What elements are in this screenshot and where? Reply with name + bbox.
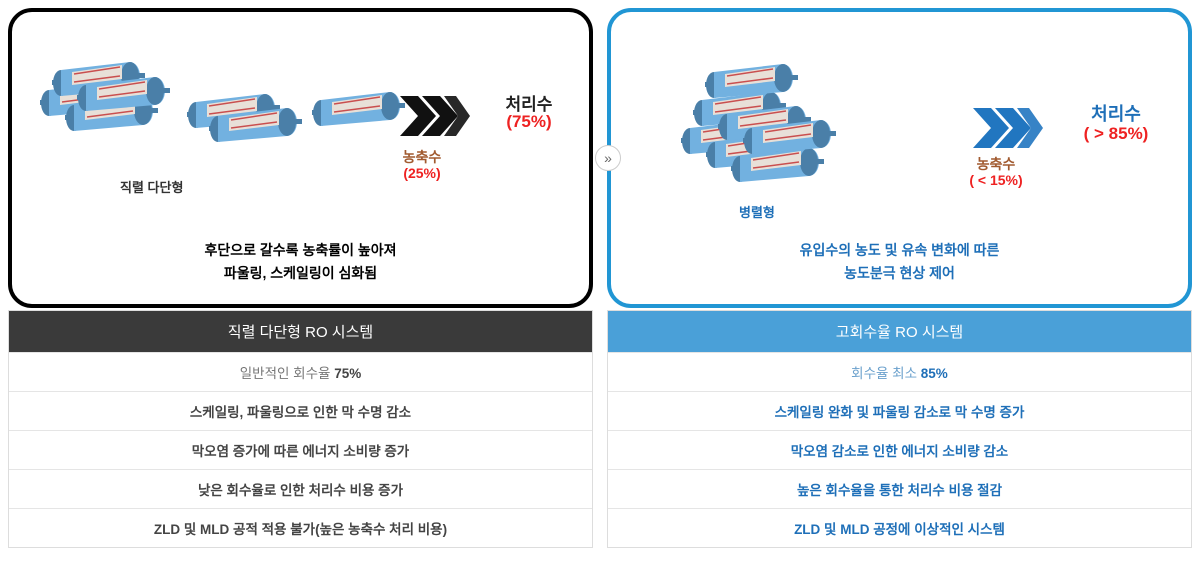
left-diagram: 직렬 다단형 농축수 (25%) 처리수 (75%) 후단으로 갈수록 농축률이… (8, 8, 593, 308)
table-row: 막오염 감소로 인한 에너지 소비량 감소 (608, 430, 1191, 469)
right-diagram: 병렬형 농축수 ( < 15%) 처리수 ( > 85%) 유입수의 농도 및 … (607, 8, 1192, 308)
table-row: ZLD 및 MLD 공정에 이상적인 시스템 (608, 508, 1191, 547)
table-row: 낮은 회수율로 인한 처리수 비용 증가 (9, 469, 592, 508)
permeate-label-right: 처리수 (1071, 100, 1161, 126)
desc-right: 유입수의 농도 및 유속 변화에 따른 농도분극 현상 제어 (611, 239, 1188, 284)
desc-left: 후단으로 갈수록 농축률이 높아져 파울링, 스케일링이 심화됨 (12, 239, 589, 284)
table-row: 스케일링, 파울링으로 인한 막 수명 감소 (9, 391, 592, 430)
arrow-chevrons-left (400, 96, 470, 136)
desc-left-line1: 후단으로 갈수록 농축률이 높아져 (12, 239, 589, 261)
transition-arrow: » (595, 145, 621, 171)
concentrate-label-left: 농축수 (392, 147, 452, 167)
desc-right-line1: 유입수의 농도 및 유속 변화에 따른 (611, 239, 1188, 261)
left-table: 직렬 다단형 RO 시스템 일반적인 회수율 75% 스케일링, 파울링으로 인… (8, 310, 593, 548)
table-row: 일반적인 회수율 75% (9, 352, 592, 391)
permeate-value-left: (75%) (494, 112, 564, 132)
desc-right-line2: 농도분극 현상 제어 (611, 262, 1188, 284)
cluster-label-right: 병렬형 (739, 202, 775, 221)
concentrate-label-right: 농축수 (961, 154, 1031, 174)
concentrate-value-right: ( < 15%) (961, 172, 1031, 188)
desc-left-line2: 파울링, 스케일링이 심화됨 (12, 262, 589, 284)
left-panel: 직렬 다단형 농축수 (25%) 처리수 (75%) 후단으로 갈수록 농축률이… (8, 8, 593, 548)
table-row: 스케일링 완화 및 파울링 감소로 막 수명 증가 (608, 391, 1191, 430)
permeate-value-right: ( > 85%) (1066, 124, 1166, 144)
table-row: 회수율 최소 85% (608, 352, 1191, 391)
cluster-label-left: 직렬 다단형 (120, 177, 183, 196)
right-table: 고회수율 RO 시스템 회수율 최소 85% 스케일링 완화 및 파울링 감소로… (607, 310, 1192, 548)
left-table-title: 직렬 다단형 RO 시스템 (9, 311, 592, 352)
table-row: 막오염 증가에 따른 에너지 소비량 증가 (9, 430, 592, 469)
right-panel: 병렬형 농축수 ( < 15%) 처리수 ( > 85%) 유입수의 농도 및 … (607, 8, 1192, 548)
table-row: 높은 회수율을 통한 처리수 비용 절감 (608, 469, 1191, 508)
right-table-title: 고회수율 RO 시스템 (608, 311, 1191, 352)
concentrate-value-left: (25%) (392, 165, 452, 181)
table-row: ZLD 및 MLD 공적 적용 불가(높은 농축수 처리 비용) (9, 508, 592, 547)
arrow-chevrons-right (973, 108, 1043, 148)
